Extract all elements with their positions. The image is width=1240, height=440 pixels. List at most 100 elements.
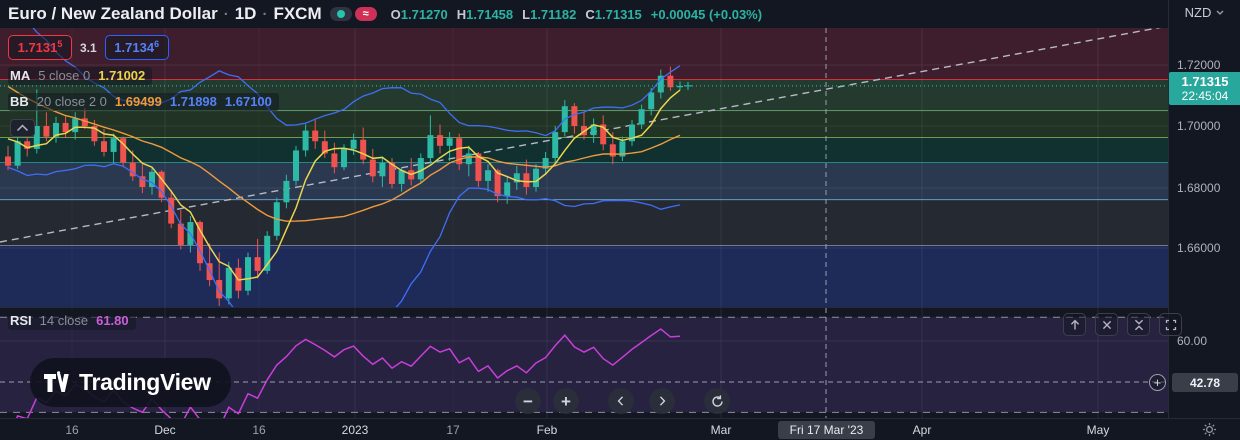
time-axis-label: May [1086,423,1110,437]
title-separator: · [223,5,229,23]
ohlc-close-value: 1.71315 [594,6,642,22]
buy-price-button[interactable]: 1.7134 6 [104,35,169,60]
bb-name: BB [10,94,29,109]
candle-down [197,222,203,264]
time-axis-label: Feb [536,423,558,437]
candle-down [254,257,261,271]
candle-up [542,158,549,169]
candle-up [427,135,434,159]
exchange-label[interactable]: FXCM [273,4,322,23]
reset-chart-button[interactable] [704,388,730,414]
title-separator: · [262,5,268,23]
time-axis-label: Apr [912,423,932,437]
scroll-right-button[interactable] [649,388,675,414]
candle-down [158,171,165,198]
rsi-indicator-legend[interactable]: RSI 14 close 61.80 [8,312,136,330]
candle-up [341,148,347,168]
time-axis[interactable]: 16 Dec 16 2023 17 Feb Mar Apr May Fri 17 Mar '23 [0,418,1240,440]
candle-down [216,280,223,299]
chevron-left-icon [617,396,624,406]
main-chart-canvas[interactable] [0,28,1168,307]
candle-down [475,153,482,181]
candle-down [43,126,50,137]
bar-countdown-timer: 22:45:04 [1181,89,1229,103]
rsi-name: RSI [10,313,32,328]
candle-up [677,85,683,88]
arrow-up-icon [1070,319,1079,329]
bollinger-basis-line [7,85,681,222]
price-axis-label: 1.68000 [1177,181,1221,195]
candle-up [657,75,664,93]
delete-pane-button[interactable] [1095,313,1118,336]
market-status-icon[interactable] [329,7,352,21]
candle-up [53,122,59,137]
ma-value: 1.71002 [98,68,146,83]
quote-panel: 1.7131 5 3.1 1.7134 6 [8,35,169,60]
bb-indicator-legend[interactable]: BB 20 close 2 0 1.69499 1.71898 1.67100 [8,93,279,111]
candle-up [465,153,472,165]
candle-up [619,141,626,157]
chevron-down-icon [1216,10,1224,15]
candle-down [321,141,328,154]
chevron-right-icon [659,396,666,406]
axis-settings-button[interactable] [1202,422,1217,440]
candle-down [81,118,88,126]
ohlc-close-label: C [585,6,595,22]
candle-down [139,176,146,187]
tradingview-logo[interactable]: TradingView [30,358,231,407]
candle-down [120,138,127,163]
add-alert-plus-button[interactable]: + [1149,374,1166,391]
ohlc-open-value: 1.71270 [400,6,448,22]
candle-up [629,124,635,142]
time-axis-label: 17 [446,423,460,437]
timeframe-button[interactable]: 1D [234,4,257,23]
paper-trading-icon[interactable]: ≈ [354,7,377,21]
candle-down [369,159,376,177]
collapse-pane-button[interactable] [1127,313,1150,336]
price-axis[interactable]: NZD 1.72000 1.70000 1.68000 1.66000 60.00 1.… [1168,0,1240,440]
candle-up [33,126,40,149]
candle-up [446,138,453,146]
zoom-in-button[interactable]: + [553,388,579,414]
candle-up [283,180,290,203]
crosshair-date-badge: Fri 17 Mar '23 [778,421,875,439]
collapse-icon [1134,319,1143,330]
time-axis-label: Dec [154,423,176,437]
candle-down [581,126,587,136]
ohlc-high-label: H [456,6,467,22]
maximize-pane-button[interactable] [1159,313,1182,336]
candle-up [72,118,79,133]
zone-demand-navy [0,245,1168,307]
price-axis-currency-dropdown[interactable]: NZD [1169,5,1240,20]
time-axis-label: 2023 [341,423,369,437]
candle-down [5,156,11,166]
zone-teal-band [0,137,1168,163]
status-dot-icon [336,10,345,18]
ohlc-open-label: O [390,6,401,22]
ohlc-high-value: 1.71458 [466,6,514,22]
candle-up [398,170,405,184]
candle-up [485,170,491,181]
ma-indicator-legend[interactable]: MA 5 close 0 1.71002 [8,67,153,85]
symbol-title[interactable]: Euro / New Zealand Dollar [8,4,218,23]
zoom-out-button[interactable]: − [515,388,541,414]
bollinger-lower-band [7,163,681,307]
candle-down [129,162,136,177]
candle-down [312,130,319,142]
sell-price-button[interactable]: 1.7131 5 [8,35,72,60]
rsi-pane-controls [1063,313,1182,336]
bb-basis-value: 1.69499 [114,94,162,109]
move-pane-up-button[interactable] [1063,313,1086,336]
pane-expand-chevron-button[interactable] [10,119,35,137]
scroll-left-button[interactable] [608,388,634,414]
ohlc-change-value: +0.00045 (+0.03%) [650,6,763,22]
candle-up [293,150,299,181]
zone-resistance-red [0,28,1168,80]
close-icon [1102,320,1111,329]
candle-up [648,92,655,110]
price-axis-label: 60.00 [1177,334,1208,348]
chart-titlebar: Euro / New Zealand Dollar · 1D · FXCM ≈ … [0,0,1168,28]
pane-separator[interactable] [0,307,1240,308]
tradingview-logo-icon [44,370,69,392]
ohlc-low-value: 1.71182 [530,6,577,22]
